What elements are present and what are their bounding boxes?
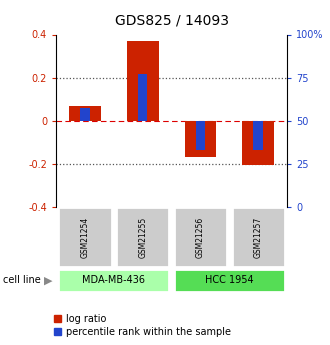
Bar (174, 207, 227, 267)
Text: GSM21256: GSM21256 (196, 217, 205, 258)
Text: MDA-MB-436: MDA-MB-436 (82, 275, 145, 285)
Text: GSM21255: GSM21255 (138, 217, 147, 258)
Bar (232, 207, 285, 267)
Text: HCC 1954: HCC 1954 (205, 275, 254, 285)
Bar (127, 41, 159, 121)
Bar (80, 108, 90, 121)
Bar (196, 121, 205, 150)
Text: GSM21254: GSM21254 (81, 217, 89, 258)
Bar (58, 207, 112, 267)
Text: cell line: cell line (3, 275, 41, 285)
Legend: log ratio, percentile rank within the sample: log ratio, percentile rank within the sa… (54, 314, 231, 337)
Bar (116, 207, 169, 267)
Text: ▶: ▶ (44, 275, 52, 285)
Text: GDS825 / 14093: GDS825 / 14093 (115, 13, 229, 28)
Text: GSM21257: GSM21257 (254, 217, 263, 258)
Bar (138, 75, 148, 121)
Bar (242, 121, 274, 165)
Bar (174, 269, 285, 292)
Bar (69, 106, 101, 121)
Bar (58, 269, 169, 292)
Bar (253, 121, 263, 150)
Bar (184, 121, 216, 157)
